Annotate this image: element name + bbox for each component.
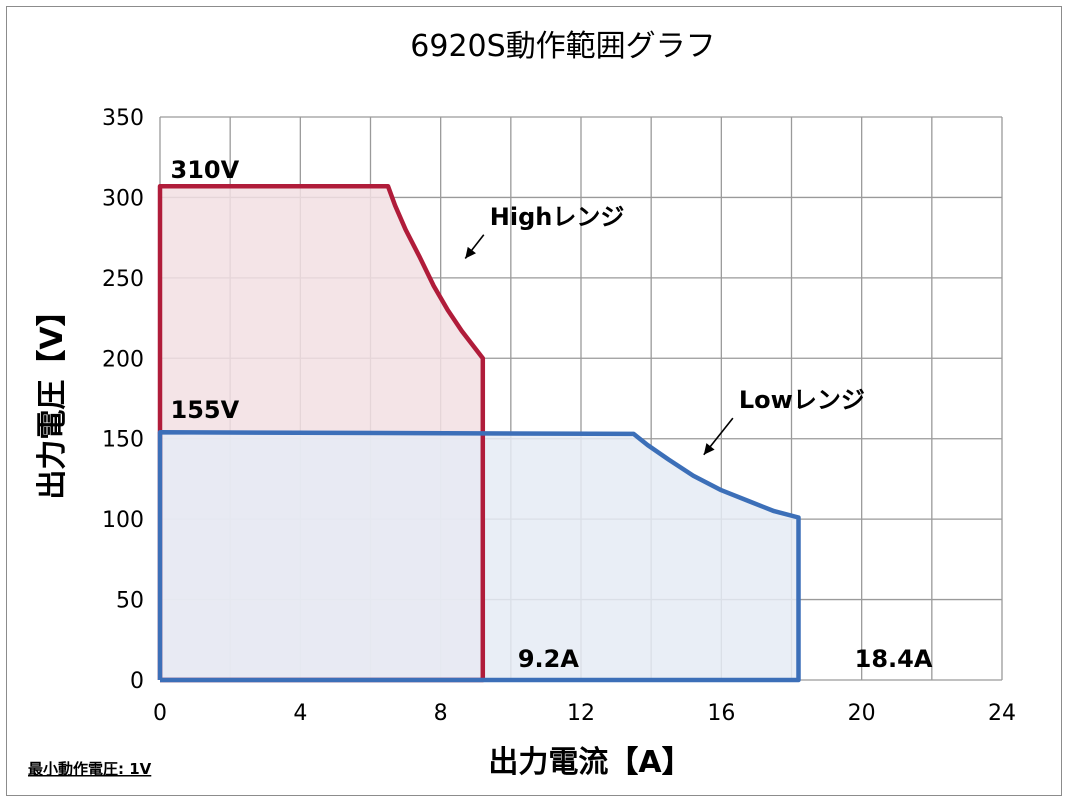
tick-labels: 0 4 8 12 16 20 24 0 50 100 150 200 250 300 350 [102, 106, 1016, 726]
y-tick-label: 250 [102, 267, 144, 292]
x-tick-label: 20 [848, 701, 876, 726]
low-range-area [160, 432, 799, 680]
y-axis-label: 出力電圧【V】 [35, 296, 70, 499]
x-tick-label: 0 [153, 701, 167, 726]
x-tick-label: 8 [434, 701, 448, 726]
series-lines [157, 183, 801, 683]
y-tick-label: 50 [116, 589, 144, 614]
annotation-arrowhead [703, 443, 715, 455]
min-voltage-note: 最小動作電圧: 1V [28, 760, 152, 778]
annotation-label: 155V [171, 396, 240, 424]
annotation-label: 310V [171, 156, 240, 184]
x-axis-label: 出力電流【A】 [488, 745, 691, 780]
annotation-label: Lowレンジ [739, 386, 865, 414]
annotations: 310V 155V 9.2A 18.4A Highレンジ Lowレンジ [171, 156, 933, 673]
annotation-label: Highレンジ [490, 203, 625, 231]
x-tick-label: 16 [707, 701, 735, 726]
x-tick-label: 12 [567, 701, 595, 726]
annotation-arrowhead [465, 246, 476, 259]
high-range-line [157, 183, 486, 683]
y-tick-label: 300 [102, 186, 144, 211]
annotation-label: 18.4A [855, 645, 933, 673]
annotation-label: 9.2A [518, 645, 580, 673]
low-range-line [157, 430, 801, 683]
y-tick-label: 0 [130, 669, 144, 694]
x-tick-label: 24 [988, 701, 1016, 726]
y-tick-label: 150 [102, 428, 144, 453]
chart-title: 6920S動作範囲グラフ [410, 29, 715, 64]
x-tick-label: 4 [293, 701, 307, 726]
y-tick-label: 350 [102, 106, 144, 131]
y-tick-label: 100 [102, 508, 144, 533]
y-tick-label: 200 [102, 347, 144, 372]
